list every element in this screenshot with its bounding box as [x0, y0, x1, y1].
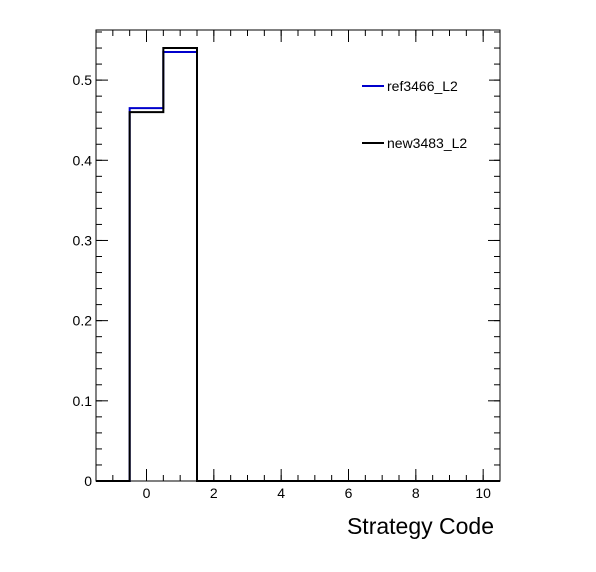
y-tick-label: 0 — [84, 473, 92, 489]
histogram-series-new — [96, 47, 500, 482]
x-axis-title: Strategy Code — [347, 513, 494, 539]
x-tick-label: 4 — [277, 485, 285, 501]
x-tick-label: 10 — [475, 485, 491, 501]
legend-label-new: new3483_L2 — [387, 135, 467, 151]
y-tick-labels: 0 0.1 0.2 0.3 0.4 0.5 — [73, 72, 93, 489]
x-tick-labels: 0 2 4 6 8 10 — [143, 485, 492, 501]
x-tick-label: 8 — [412, 485, 420, 501]
legend: ref3466_L2 new3483_L2 — [357, 60, 489, 170]
y-tick-label: 0.3 — [73, 232, 93, 248]
legend-label-ref: ref3466_L2 — [387, 78, 458, 94]
y-tick-label: 0.2 — [73, 313, 93, 329]
series-group — [96, 47, 500, 482]
x-tick-label: 6 — [345, 485, 353, 501]
y-tick-label: 0.4 — [73, 152, 93, 168]
x-major-ticks — [146, 30, 484, 481]
y-tick-label: 0.1 — [73, 393, 93, 409]
x-tick-label: 0 — [143, 485, 151, 501]
x-tick-label: 2 — [210, 485, 218, 501]
legend-box — [357, 60, 489, 170]
y-tick-label: 0.5 — [73, 72, 93, 88]
